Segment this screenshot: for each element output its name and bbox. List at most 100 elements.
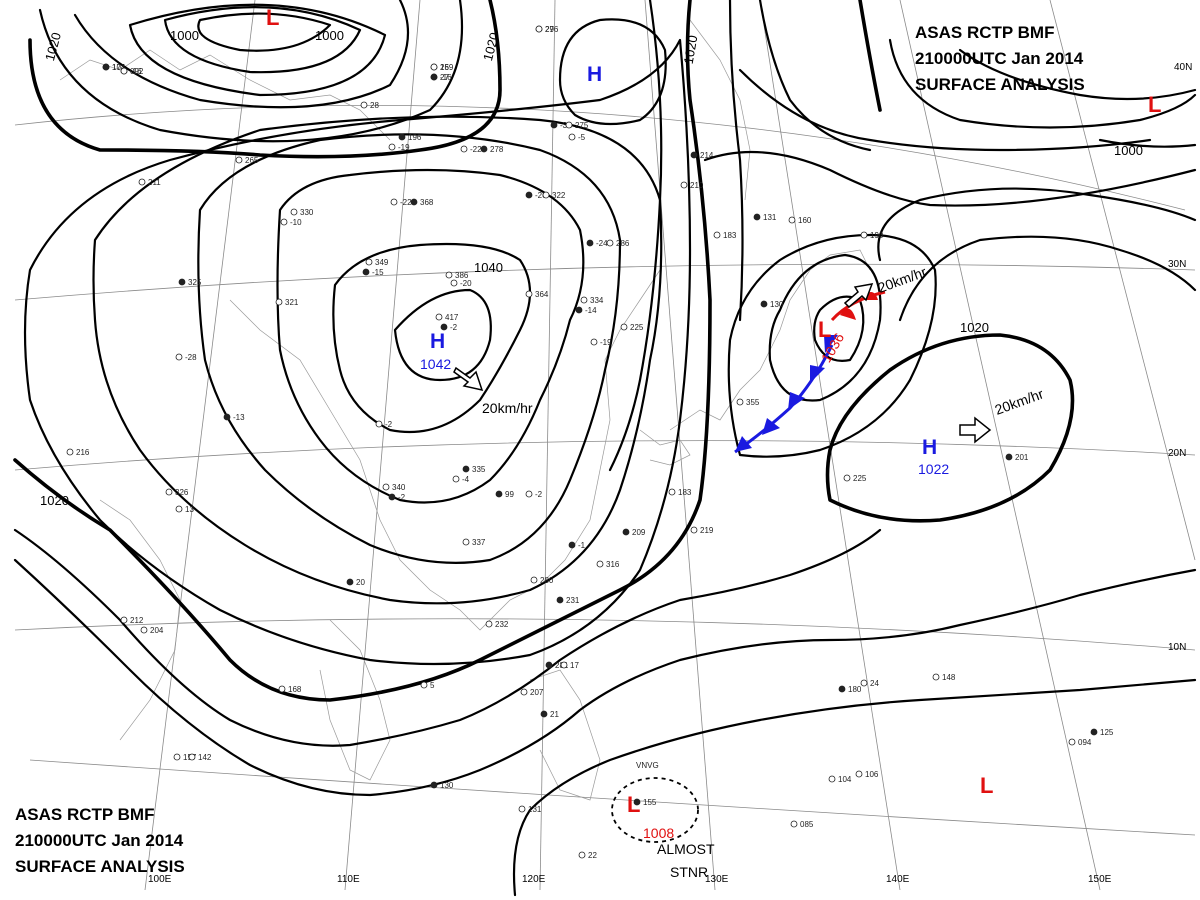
longitude-label: 130E (705, 874, 729, 885)
cold-front-triangle (824, 335, 838, 353)
longitude-label: 150E (1088, 874, 1112, 885)
station-marker-icon (382, 483, 390, 491)
station-observation: 99 (505, 490, 514, 499)
station-observation: -26 (535, 191, 547, 200)
stationary-note: ALMOST (657, 841, 715, 857)
latitude-line-40n (14, 104, 1186, 211)
station-marker-icon (138, 178, 146, 186)
fronts (734, 290, 886, 454)
station-marker-icon (520, 688, 528, 696)
station-observation: 092 (130, 67, 144, 76)
station-marker-icon (690, 151, 698, 159)
station-marker-icon (838, 685, 846, 693)
warm-front-semicircle (840, 308, 856, 320)
station-marker-icon (175, 353, 183, 361)
station-observation: 201 (1015, 453, 1029, 462)
station-marker-icon (460, 145, 468, 153)
station-marker-icon (120, 616, 128, 624)
station-marker-icon (668, 488, 676, 496)
station-observation: 22 (588, 851, 597, 860)
isobar (703, 150, 1197, 207)
station-observation: 101 (112, 63, 126, 72)
station-observation: 278 (490, 145, 504, 154)
station-observation: 094 (1078, 738, 1092, 747)
station-observation: 168 (288, 685, 302, 694)
station-observation: 316 (606, 560, 620, 569)
station-observation: 334 (590, 296, 604, 305)
high-center-value: 1022 (918, 461, 949, 477)
isobar-label: 1040 (474, 260, 503, 275)
title-line: ASAS RCTP BMF (915, 23, 1054, 42)
station-observation: -2 (450, 323, 458, 332)
station-observation: 337 (472, 538, 486, 547)
isobar-label: 1020 (40, 493, 69, 508)
station-marker-icon (188, 753, 196, 761)
station-observation: -2 (385, 420, 393, 429)
station-marker-icon (485, 620, 493, 628)
station-observation: -2 (535, 490, 543, 499)
longitude-label: 140E (886, 874, 910, 885)
title-line: SURFACE ANALYSIS (915, 75, 1085, 94)
station-observation: 160 (798, 216, 812, 225)
longitude-line-110e (344, 0, 421, 891)
isobar-1040 (332, 242, 531, 434)
station-observation: 330 (300, 208, 314, 217)
high-center-symbol: H (430, 330, 445, 353)
station-observation: 286 (616, 239, 630, 248)
station-observation: 13 (185, 505, 194, 514)
station-marker-icon (633, 798, 641, 806)
isobar (558, 18, 667, 126)
station-observation: 183 (723, 231, 737, 240)
station-marker-icon (680, 181, 688, 189)
isobar (163, 6, 362, 74)
station-observation: 148 (942, 673, 956, 682)
station-marker-icon (578, 851, 586, 859)
station-marker-icon (580, 296, 588, 304)
station-observation: -22 (400, 198, 412, 207)
station-marker-icon (1068, 738, 1076, 746)
isobar-label: 1000 (170, 28, 199, 43)
station-marker-icon (430, 781, 438, 789)
station-marker-icon (462, 538, 470, 546)
station-observation: 214 (700, 151, 714, 160)
coastline-north (59, 49, 391, 141)
station-observation: 355 (746, 398, 760, 407)
station-observation: 322 (552, 191, 566, 200)
station-marker-icon (568, 541, 576, 549)
station-marker-icon (620, 323, 628, 331)
station-observation: -16 (130, 67, 142, 76)
station-observation: 225 (853, 474, 867, 483)
station-marker-icon (178, 278, 186, 286)
station-observation: 180 (848, 685, 862, 694)
low-center-symbol: L (266, 5, 279, 30)
low-center-value: 1008 (643, 825, 674, 841)
station-marker-icon (542, 191, 550, 199)
motion-arrow-icon (843, 283, 874, 309)
station-marker-icon (530, 576, 538, 584)
latitude-line-30n (14, 263, 1196, 301)
title-line: 210000UTC Jan 2014 (15, 831, 184, 850)
coastline-japan (669, 249, 871, 431)
station-marker-icon (1005, 453, 1013, 461)
station-marker-icon (275, 298, 283, 306)
station-observation: 321 (285, 298, 299, 307)
station-observation: 130 (770, 300, 784, 309)
low-center-symbol: L (1148, 92, 1161, 117)
isobar (38, 0, 464, 143)
station-marker-icon (596, 560, 604, 568)
isobar (92, 115, 663, 605)
station-marker-icon (362, 268, 370, 276)
station-marker-icon (525, 290, 533, 298)
station-observation: 104 (838, 775, 852, 784)
longitude-line-100e (144, 0, 256, 891)
station-observation: 417 (445, 313, 459, 322)
title-bottom-left: ASAS RCTP BMF 210000UTC Jan 2014 SURFACE… (15, 805, 185, 876)
latitude-label: 40N (1174, 62, 1192, 73)
station-observation: 155 (643, 798, 657, 807)
station-marker-icon (860, 679, 868, 687)
isobars (13, 0, 1197, 897)
station-observation: 326 (175, 488, 189, 497)
station-marker-icon (860, 231, 868, 239)
station-marker-icon (565, 121, 573, 129)
station-observation: 29 (545, 25, 554, 34)
